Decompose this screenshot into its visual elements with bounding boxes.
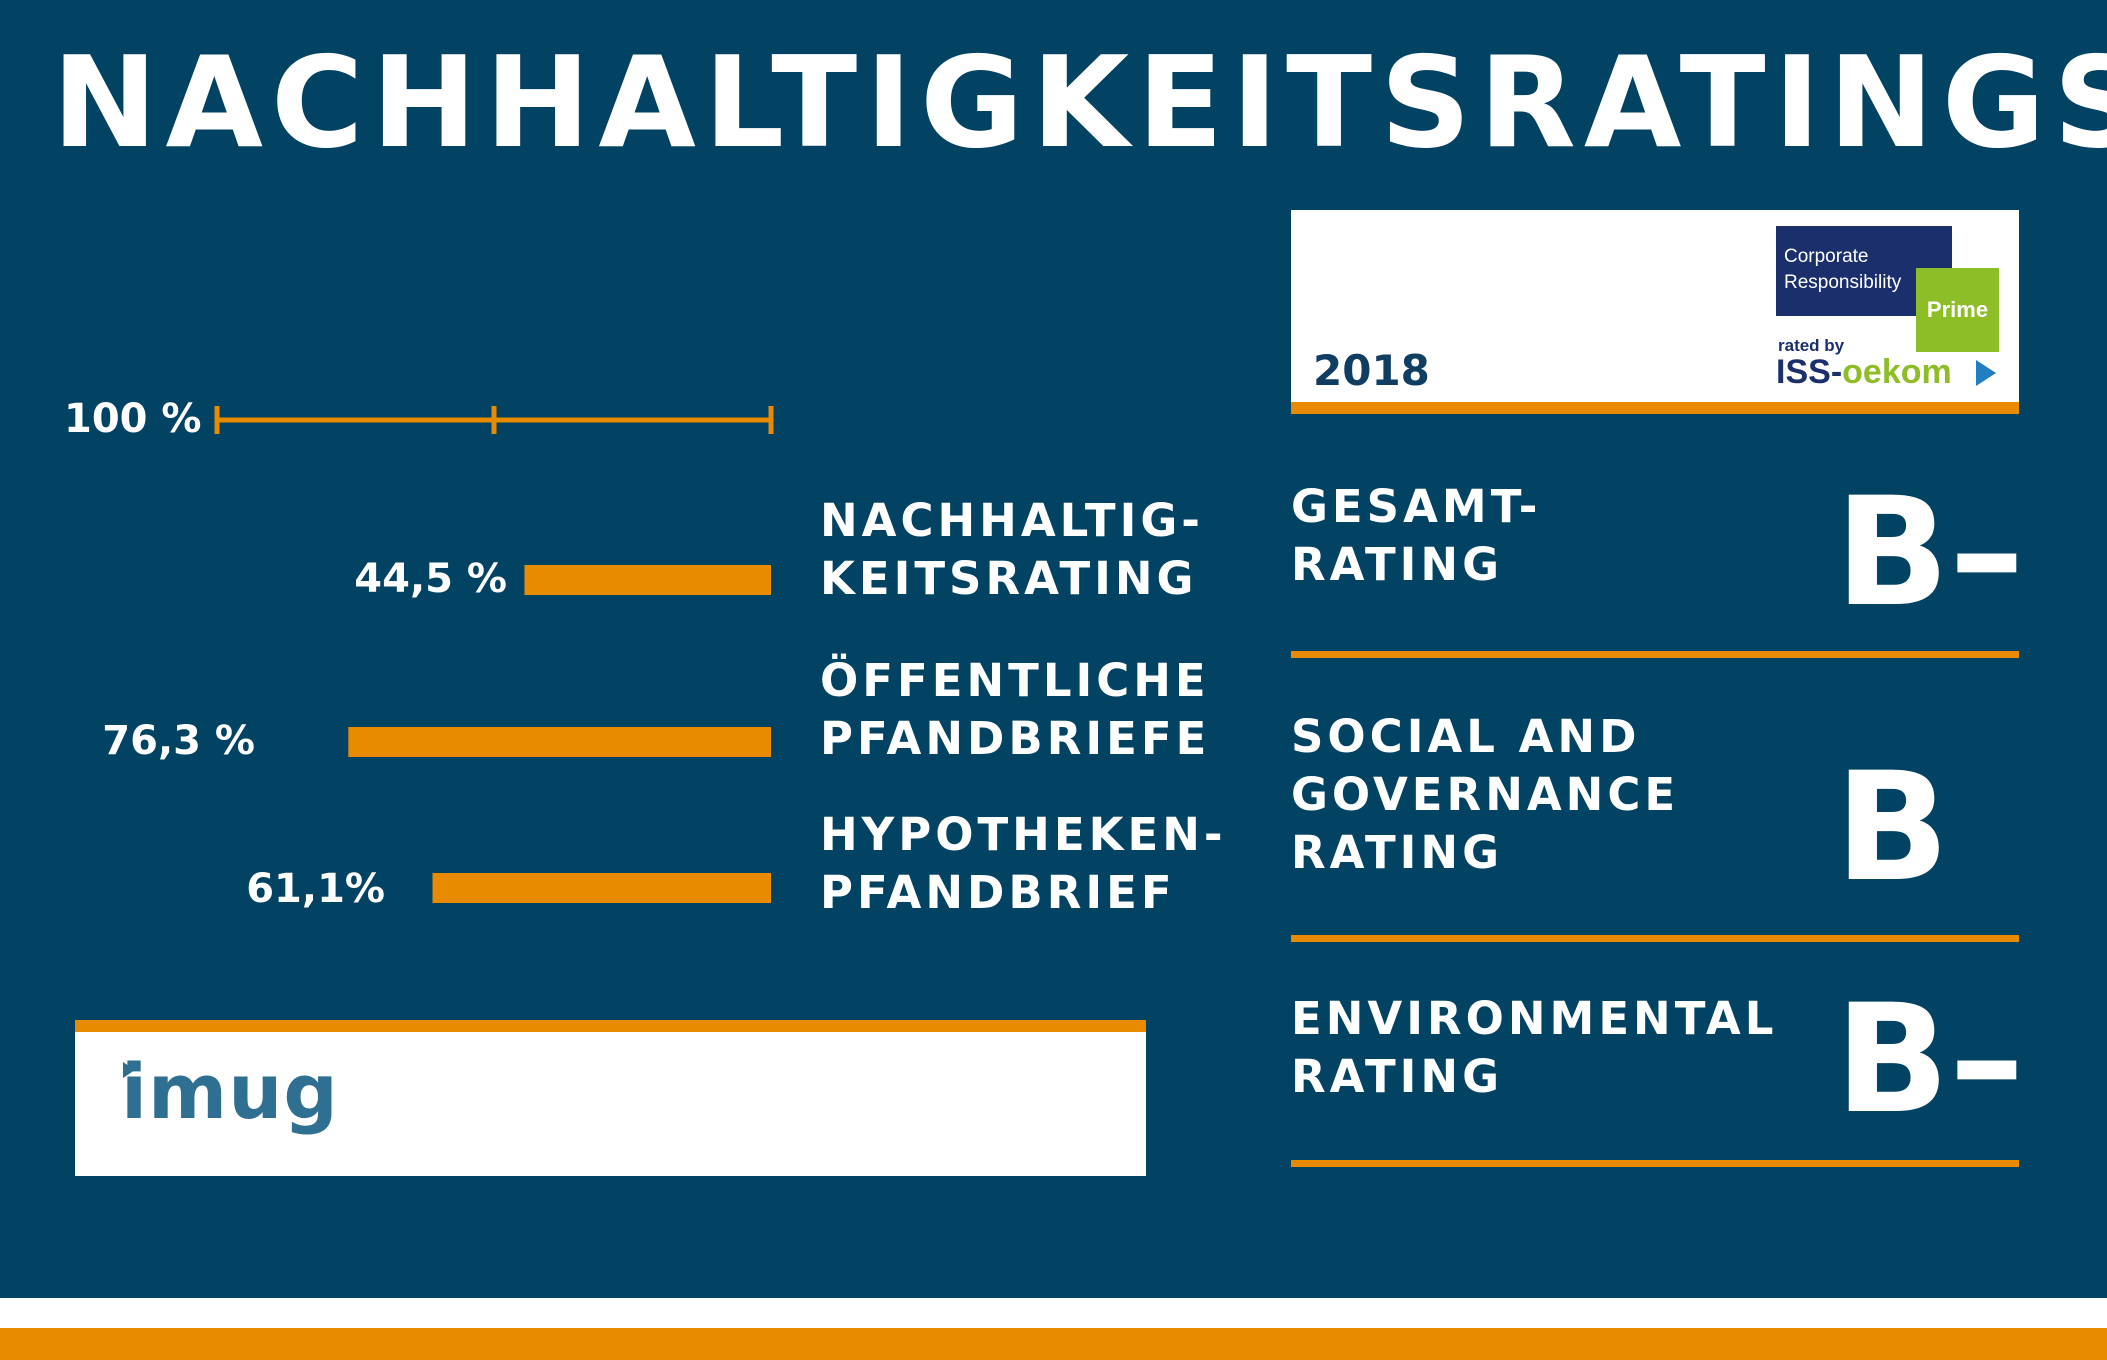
imug-logo: imug [121,1047,339,1136]
value-label-1: 44,5 % [354,556,507,602]
imug-logo-box: imug [75,1020,1146,1176]
category-label-2: ÖFFENTLICHE PFANDBRIEFE [820,654,1211,765]
bar-2 [348,727,771,757]
bar-1 [524,565,771,595]
imug-tick-icon [123,1062,135,1078]
badge-rated-by: rated by [1778,336,1845,355]
badge-brand: ISS-oekom [1776,355,1952,389]
badge-brand-iss: ISS [1776,353,1831,391]
bar-chart [214,406,774,903]
divider-rule [1291,651,2019,658]
scale-label: 100 % [64,396,202,442]
iss-oekom-badge: Corporate Responsibility Prime rated by … [1291,210,2019,414]
badge-prime: Prime [1916,268,1999,352]
divider-rule [1291,935,2019,942]
value-label-3: 61,1% [246,866,385,912]
badge-brand-oekom: oekom [1842,353,1952,391]
badge-brand-sep: - [1830,353,1843,391]
badge-year: 2018 [1313,346,1430,395]
rating-label-overall: GESAMT- RATING [1291,480,1542,591]
bar-3 [432,873,771,903]
category-label-1: NACHHALTIG- KEITSRATING [820,494,1204,605]
page-title: NACHHALTIGKEITSRATINGS [52,29,2107,176]
grade-social-governance: B [1835,741,1950,915]
rating-label-environmental: ENVIRONMENTAL RATING [1291,992,1778,1103]
grade-environmental: B– [1835,973,2025,1147]
divider-rule [1291,1160,2019,1167]
footer-orange-stripe [0,1328,2107,1360]
grade-overall: B– [1835,466,2025,640]
category-label-3: HYPOTHEKEN- PFANDBRIEF [820,808,1227,919]
value-label-2: 76,3 % [102,718,255,764]
footer-white-stripe [0,1298,2107,1328]
badge-arrow-icon [1976,360,1996,386]
rating-label-social-governance: SOCIAL AND GOVERNANCE RATING [1291,710,1680,879]
